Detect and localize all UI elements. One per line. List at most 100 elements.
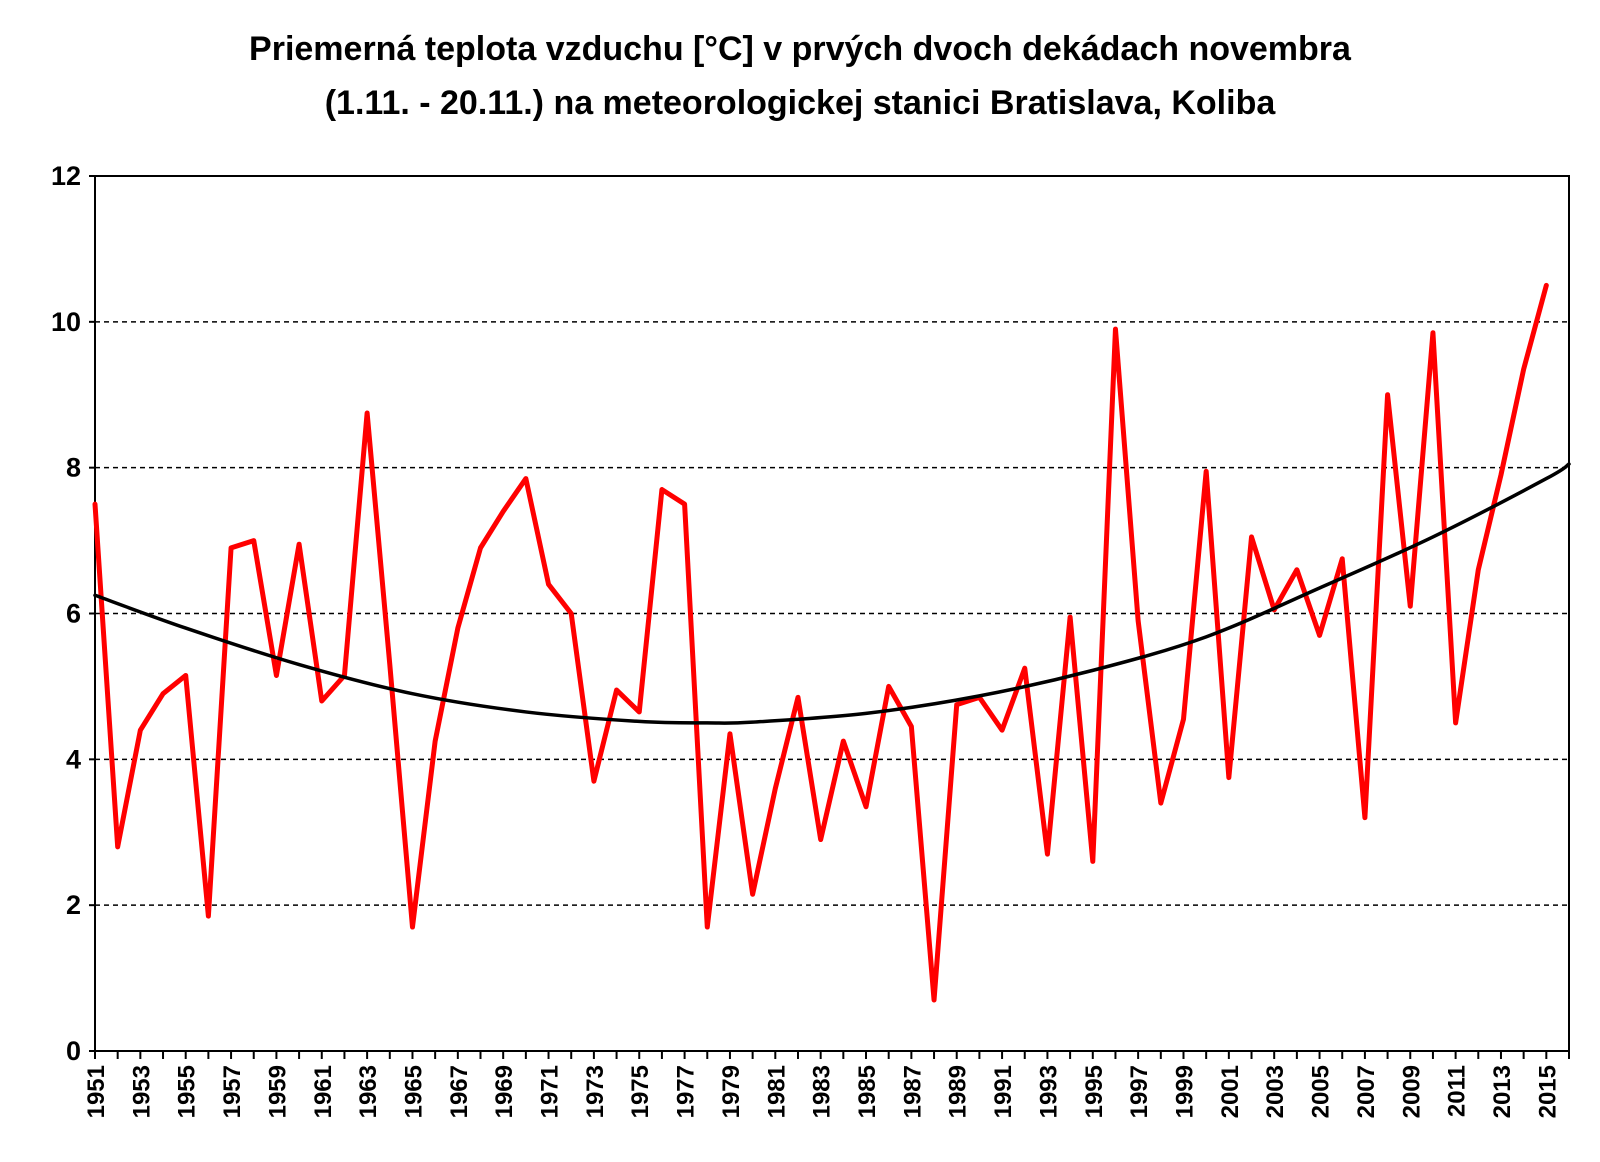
data-point-2006 bbox=[1341, 557, 1344, 560]
x-tick-label-2003: 2003 bbox=[1262, 1065, 1289, 1118]
data-point-2008 bbox=[1386, 393, 1389, 396]
data-point-2011 bbox=[1454, 721, 1457, 724]
x-tick-label-2001: 2001 bbox=[1217, 1065, 1244, 1118]
data-point-1973 bbox=[592, 780, 595, 783]
chart-title-line2: (1.11. - 20.11.) na meteorologickej stan… bbox=[324, 84, 1276, 122]
x-tick-label-1955: 1955 bbox=[174, 1065, 201, 1118]
data-point-2004 bbox=[1295, 568, 1298, 571]
data-point-1992 bbox=[1023, 667, 1026, 670]
x-tick-label-1963: 1963 bbox=[355, 1065, 382, 1118]
data-point-1985 bbox=[865, 805, 868, 808]
x-tick-label-2005: 2005 bbox=[1308, 1065, 1335, 1118]
data-point-1970 bbox=[524, 477, 527, 480]
x-tick-label-1999: 1999 bbox=[1171, 1065, 1198, 1118]
data-point-1980 bbox=[751, 893, 754, 896]
x-tick-label-1975: 1975 bbox=[627, 1065, 654, 1118]
data-point-1972 bbox=[570, 612, 573, 615]
data-point-2014 bbox=[1522, 368, 1525, 371]
data-point-1998 bbox=[1159, 802, 1162, 805]
data-point-1994 bbox=[1069, 616, 1072, 619]
data-point-1993 bbox=[1046, 853, 1049, 856]
x-tick-label-1995: 1995 bbox=[1081, 1065, 1108, 1118]
x-tick-label-1977: 1977 bbox=[673, 1065, 700, 1118]
data-point-1960 bbox=[298, 543, 301, 546]
x-tick-label-2011: 2011 bbox=[1444, 1065, 1471, 1117]
x-tick-label-2007: 2007 bbox=[1353, 1065, 1380, 1118]
data-point-1986 bbox=[887, 685, 890, 688]
y-tick-label-4: 4 bbox=[66, 744, 81, 774]
x-tick-label-1961: 1961 bbox=[310, 1065, 337, 1118]
x-tick-label-2013: 2013 bbox=[1489, 1065, 1516, 1118]
data-point-1997 bbox=[1137, 619, 1140, 622]
data-point-1958 bbox=[252, 539, 255, 542]
x-tick-label-1989: 1989 bbox=[945, 1065, 972, 1118]
x-tick-label-1981: 1981 bbox=[763, 1065, 790, 1118]
x-tick-label-1953: 1953 bbox=[128, 1065, 155, 1118]
data-point-1987 bbox=[910, 725, 913, 728]
x-tick-label-1997: 1997 bbox=[1126, 1065, 1153, 1118]
series-group bbox=[92, 282, 1571, 1003]
data-point-1974 bbox=[615, 689, 618, 692]
data-point-1983 bbox=[819, 838, 822, 841]
y-tick-label-2: 2 bbox=[66, 890, 81, 920]
x-tick-label-1993: 1993 bbox=[1035, 1065, 1062, 1118]
data-point-1959 bbox=[275, 674, 278, 677]
x-tick-label-1983: 1983 bbox=[809, 1065, 836, 1118]
data-point-2010 bbox=[1431, 331, 1434, 334]
x-tick-label-1973: 1973 bbox=[582, 1065, 609, 1118]
data-point-1975 bbox=[638, 710, 641, 713]
x-tick-label-1965: 1965 bbox=[400, 1065, 427, 1118]
data-point-1956 bbox=[207, 915, 210, 918]
data-point-1976 bbox=[660, 488, 663, 491]
x-tick-label-1971: 1971 bbox=[537, 1065, 564, 1118]
x-tick-label-2015: 2015 bbox=[1534, 1065, 1561, 1118]
data-point-1971 bbox=[547, 583, 550, 586]
data-point-1982 bbox=[796, 696, 799, 699]
data-point-2000 bbox=[1205, 470, 1208, 473]
data-point-1979 bbox=[728, 732, 731, 735]
x-tick-label-1991: 1991 bbox=[990, 1065, 1017, 1118]
data-point-1954 bbox=[162, 692, 165, 695]
data-point-1952 bbox=[116, 845, 119, 848]
data-point-1999 bbox=[1182, 718, 1185, 721]
data-point-1955 bbox=[184, 674, 187, 677]
x-tick-label-2009: 2009 bbox=[1398, 1065, 1425, 1118]
data-point-2013 bbox=[1499, 473, 1502, 476]
data-point-1967 bbox=[456, 627, 459, 630]
y-axis: 0 2 4 6 8 10 12 bbox=[51, 161, 95, 1066]
x-tick-label-1969: 1969 bbox=[491, 1065, 518, 1118]
data-point-1989 bbox=[955, 703, 958, 706]
data-point-2007 bbox=[1363, 816, 1366, 819]
data-point-1991 bbox=[1001, 729, 1004, 732]
data-point-1978 bbox=[706, 926, 709, 929]
data-point-1957 bbox=[230, 546, 233, 549]
data-point-1981 bbox=[774, 787, 777, 790]
data-point-1965 bbox=[411, 926, 414, 929]
data-point-1977 bbox=[683, 503, 686, 506]
data-point-1951 bbox=[94, 503, 96, 506]
x-tick-label-1967: 1967 bbox=[446, 1065, 473, 1118]
x-tick-label-1957: 1957 bbox=[219, 1065, 246, 1118]
data-point-1995 bbox=[1091, 860, 1094, 863]
data-point-2002 bbox=[1250, 535, 1253, 538]
data-point-2009 bbox=[1409, 605, 1412, 608]
y-tick-label-0: 0 bbox=[66, 1036, 81, 1066]
x-tick-label-1959: 1959 bbox=[264, 1065, 291, 1118]
y-tick-label-8: 8 bbox=[66, 453, 81, 483]
data-point-2005 bbox=[1318, 634, 1321, 637]
data-point-1966 bbox=[434, 740, 437, 743]
y-tick-label-6: 6 bbox=[66, 599, 81, 629]
x-tick-label-1987: 1987 bbox=[899, 1065, 926, 1118]
grid-lines bbox=[95, 321, 1569, 906]
data-point-1953 bbox=[139, 729, 142, 732]
data-point-1963 bbox=[366, 411, 369, 414]
temperature-line bbox=[92, 282, 1549, 1003]
data-point-2015 bbox=[1545, 284, 1548, 287]
trend-line bbox=[93, 462, 1571, 725]
data-point-1996 bbox=[1114, 328, 1117, 331]
x-tick-label-1979: 1979 bbox=[718, 1065, 745, 1118]
chart-title-line1: Priemerná teplota vzduchu [°C] v prvých … bbox=[249, 30, 1351, 68]
data-point-1988 bbox=[933, 998, 936, 1001]
x-axis: 1951 1953 1955 1957 1959 1961 1963 1965 1967 1969… bbox=[83, 1051, 1570, 1118]
